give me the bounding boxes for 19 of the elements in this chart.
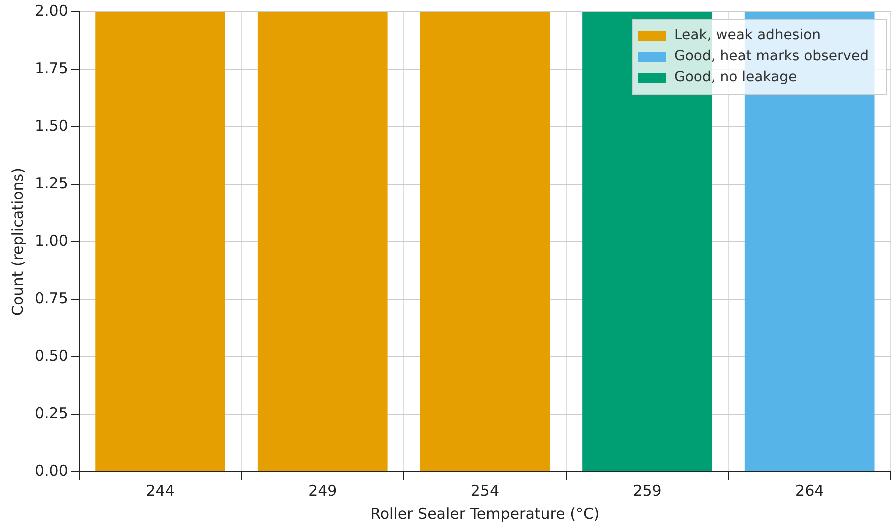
y-tick-label: 1.75 <box>34 59 68 78</box>
y-tick-label: 1.50 <box>34 116 68 135</box>
legend-label: Good, heat marks observed <box>674 48 870 65</box>
y-tick-label: 0.50 <box>34 346 68 365</box>
y-tick-label: 0.75 <box>34 289 68 308</box>
y-axis-title: Count (replications) <box>8 168 27 316</box>
x-tick-label: 244 <box>146 482 175 500</box>
legend-label: Good, no leakage <box>674 70 798 86</box>
x-axis-title: Roller Sealer Temperature (°C) <box>370 504 600 523</box>
x-tick-label: 254 <box>470 482 500 500</box>
y-tick-label: 0.25 <box>34 404 68 422</box>
y-tick-label: 1.00 <box>34 232 68 250</box>
x-tick-label: 249 <box>308 482 338 500</box>
x-tick-label: 264 <box>796 482 824 500</box>
legend-label: Leak, weak adhesion <box>674 28 822 44</box>
y-tick-label: 1.25 <box>34 174 68 192</box>
x-tick-label: 259 <box>633 482 662 500</box>
y-tick-label: 0.00 <box>34 462 68 480</box>
y-tick-label: 2.00 <box>34 2 68 20</box>
